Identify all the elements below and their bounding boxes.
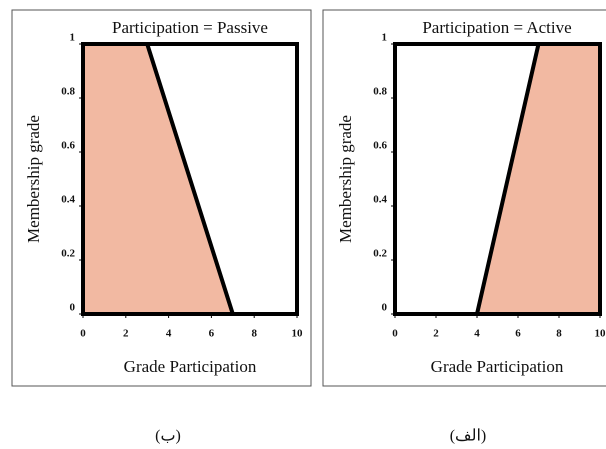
x-tick-label: 10 bbox=[595, 328, 606, 340]
x-tick-label: 10 bbox=[292, 328, 304, 340]
y-tick-label: 0.8 bbox=[61, 86, 75, 98]
panel-frame bbox=[11, 9, 312, 387]
panel-frame bbox=[322, 9, 606, 387]
y-tick-label: 0.6 bbox=[61, 140, 75, 152]
title-background bbox=[393, 18, 601, 40]
x-tick-label: 4 bbox=[166, 328, 172, 340]
y-tick-label: 0.2 bbox=[61, 248, 75, 260]
caption: (الف) bbox=[450, 428, 487, 445]
y-tick-label: 1 bbox=[70, 32, 76, 44]
y-axis-label: Membership grade bbox=[24, 115, 43, 243]
x-tick-label: 6 bbox=[209, 328, 215, 340]
area-fill bbox=[83, 44, 233, 314]
title-background bbox=[86, 18, 294, 40]
x-tick-label: 8 bbox=[251, 328, 257, 340]
y-tick-label: 0 bbox=[382, 302, 388, 314]
x-tick-label: 8 bbox=[556, 328, 562, 340]
y-tick-label: 1 bbox=[382, 32, 388, 44]
x-axis-label: Grade Participation bbox=[124, 357, 257, 376]
x-tick-label: 2 bbox=[123, 328, 129, 340]
y-axis-label: Membership grade bbox=[336, 115, 355, 243]
y-tick-label: 0 bbox=[70, 302, 76, 314]
x-axis-label: Grade Participation bbox=[431, 357, 564, 376]
y-tick-label: 0.6 bbox=[373, 140, 387, 152]
x-tick-label: 4 bbox=[474, 328, 480, 340]
area-fill bbox=[477, 44, 600, 314]
chart-title: Participation = Active bbox=[422, 18, 571, 37]
y-tick-label: 0.2 bbox=[373, 248, 387, 260]
x-tick-label: 0 bbox=[392, 328, 398, 340]
y-tick-label: 0.8 bbox=[373, 86, 387, 98]
x-tick-label: 2 bbox=[433, 328, 439, 340]
caption: (ب) bbox=[155, 428, 181, 445]
chart-title: Participation = Passive bbox=[112, 18, 268, 37]
x-tick-label: 0 bbox=[80, 328, 86, 340]
y-tick-label: 0.4 bbox=[61, 194, 75, 206]
y-tick-label: 0.4 bbox=[373, 194, 387, 206]
x-tick-label: 6 bbox=[515, 328, 521, 340]
